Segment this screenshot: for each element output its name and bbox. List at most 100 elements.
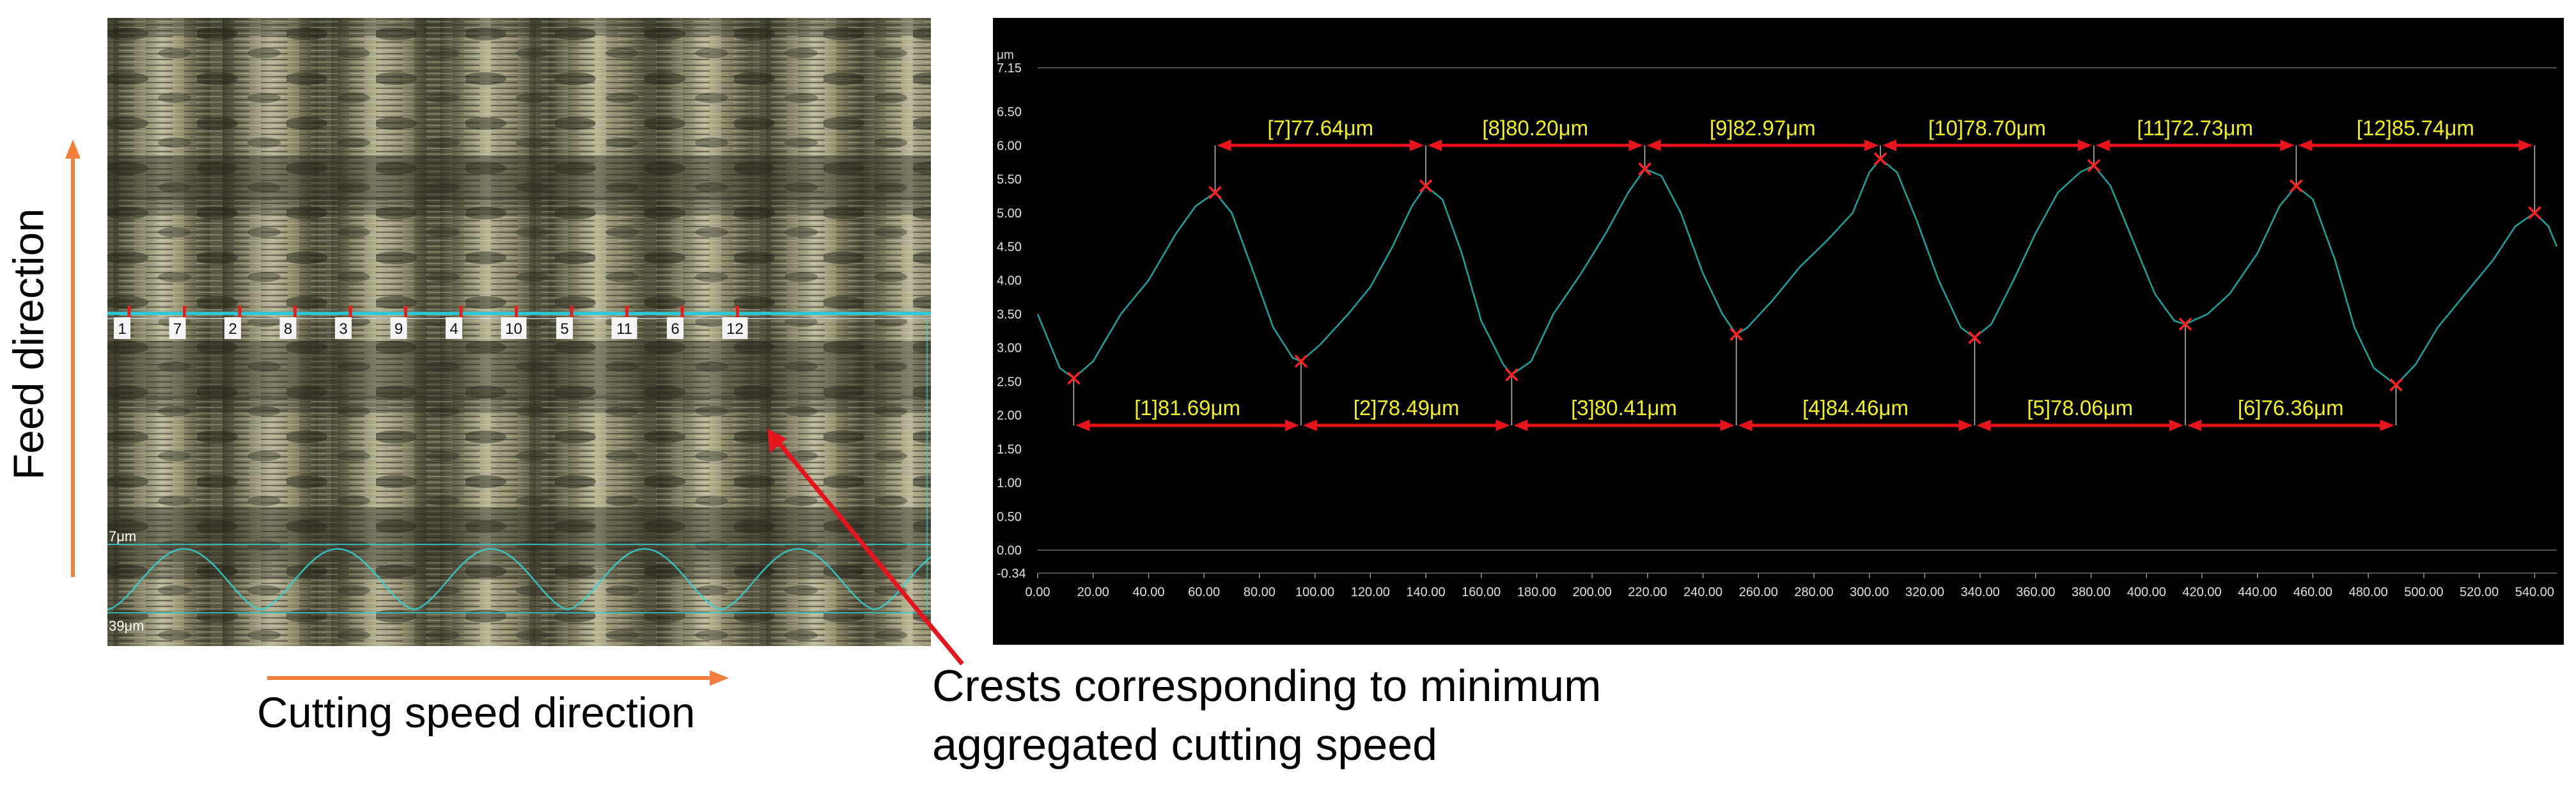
crest-annotation: Crests corresponding to minimum aggregat… [932, 656, 1601, 774]
x-tick-label: 200.00 [1573, 585, 1612, 599]
measurement-arrow: [1]81.69μm [1075, 396, 1299, 432]
y-tick-label: 5.50 [997, 173, 1022, 187]
crest-marker [1419, 179, 1433, 193]
marker-number: 11 [616, 320, 632, 338]
marker-number: 4 [449, 320, 458, 338]
valley-marker [1067, 371, 1081, 385]
crest-annotation-line1: Crests corresponding to minimum [932, 661, 1602, 711]
y-unit-label: μm [997, 49, 1014, 62]
valley-marker [2178, 317, 2192, 331]
inset-unit-bottom: 39μm [109, 618, 144, 634]
measurement-arrow: [12]85.74μm [2298, 116, 2533, 152]
measurement-label: [8]80.20μm [1482, 116, 1588, 139]
y-tick-label: 1.00 [997, 477, 1022, 491]
inset-unit-top: 7μm [109, 528, 136, 544]
x-tick-label: 120.00 [1351, 585, 1390, 599]
marker-label-box [169, 317, 186, 339]
x-tick-label: 520.00 [2460, 585, 2499, 599]
crest-marker [2528, 206, 2541, 220]
measurement-arrow: [7]77.64μm [1217, 116, 1425, 152]
x-tick-label: 380.00 [2072, 585, 2111, 599]
y-tick-label: 0.50 [997, 510, 1022, 524]
measurement-label: [1]81.69μm [1134, 396, 1240, 420]
marker-label-box [224, 317, 241, 339]
marker-number: 7 [173, 320, 182, 338]
y-tick-label: 4.50 [997, 241, 1022, 255]
marker-number-labels: 1 7 2 8 3 9 4 10 5 11 6 12 [114, 317, 748, 339]
marker-label-box [390, 317, 407, 339]
marker-label-box [722, 317, 748, 339]
valley-marker [1505, 368, 1518, 382]
x-tick-label: 100.00 [1295, 585, 1334, 599]
measurement-arrow: [6]76.36μm [2187, 396, 2394, 432]
valley-marker [1968, 331, 1981, 345]
x-tick-label: 440.00 [2238, 585, 2277, 599]
measurement-arrow: [9]82.97μm [1646, 116, 1879, 152]
micrograph-image: 1 7 2 8 3 9 4 10 5 11 6 12 7μm 39μm [107, 18, 931, 646]
x-tick-label: 260.00 [1739, 585, 1778, 599]
measurement-arrow: [10]78.70μm [1882, 116, 2092, 152]
measurement-label: [5]78.06μm [2027, 396, 2133, 420]
x-tick-label: 540.00 [2515, 585, 2554, 599]
measurement-arrow: [2]78.49μm [1302, 396, 1510, 432]
marker-number: 12 [726, 320, 744, 338]
measurement-label: [3]80.41μm [1571, 396, 1677, 420]
marker-number: 9 [394, 320, 403, 338]
marker-label-box [667, 317, 683, 339]
valley-marker [2389, 378, 2403, 391]
cutting-speed-direction-label: Cutting speed direction [257, 689, 696, 737]
valley-marker [1294, 354, 1308, 368]
y-tick-label: 7.15 [997, 61, 1022, 75]
feed-direction-arrow [65, 139, 81, 577]
x-tick-label: 0.00 [1026, 585, 1050, 599]
feed-direction-label: Feed direction [4, 208, 53, 480]
x-tick-label: 360.00 [2016, 585, 2055, 599]
x-tick-label: 20.00 [1077, 585, 1109, 599]
crest-annotation-line2: aggregated cutting speed [932, 720, 1438, 769]
marker-label-box [335, 317, 352, 339]
y-tick-label: 5.00 [997, 207, 1022, 221]
measurement-label: [2]78.49μm [1354, 396, 1460, 420]
marker-label-box [556, 317, 573, 339]
measurement-label: [7]77.64μm [1267, 116, 1373, 139]
marker-number: 2 [228, 320, 237, 338]
x-tick-label: 420.00 [2182, 585, 2221, 599]
x-tick-label: 220.00 [1628, 585, 1667, 599]
measurement-label: [11]72.73μm [2137, 116, 2253, 139]
y-tick-label: 0.00 [997, 544, 1022, 558]
x-tick-label: 400.00 [2127, 585, 2166, 599]
crest-marker [2290, 179, 2303, 193]
cutting-speed-arrow [267, 670, 729, 686]
marker-label-box [446, 317, 462, 339]
measurement-arrow: [11]72.73μm [2095, 116, 2295, 152]
x-tick-label: 80.00 [1244, 585, 1276, 599]
marker-number: 8 [284, 320, 292, 338]
measurement-arrow: [4]84.46μm [1738, 396, 1973, 432]
marker-label-box [611, 317, 637, 339]
measurement-arrow: [5]78.06μm [1976, 396, 2184, 432]
marker-label-box [501, 317, 527, 339]
measurement-arrow: [3]80.41μm [1513, 396, 1735, 432]
marker-label-box [114, 317, 130, 339]
y-tick-label: 1.50 [997, 443, 1022, 457]
marker-number: 10 [505, 320, 522, 338]
x-tick-label: 60.00 [1188, 585, 1220, 599]
x-tick-label: 180.00 [1517, 585, 1556, 599]
x-tick-label: 160.00 [1462, 585, 1501, 599]
marker-number: 5 [560, 320, 568, 338]
y-tick-label: 2.00 [997, 409, 1022, 423]
y-tick-label: 4.00 [997, 274, 1022, 288]
x-tick-label: 140.00 [1406, 585, 1445, 599]
y-tick-label: 3.50 [997, 308, 1022, 322]
x-tick-label: 280.00 [1794, 585, 1833, 599]
profile-chart-panel: 7.15 6.50 6.00 5.50 5.00 4.50 4.00 3.50 3.00 2.50… [993, 18, 2564, 645]
measurement-label: [10]78.70μm [1928, 116, 2046, 139]
x-tick-label: 40.00 [1132, 585, 1164, 599]
crest-marker [1208, 185, 1222, 200]
measurement-label: [9]82.97μm [1710, 116, 1816, 139]
marker-number: 3 [339, 320, 347, 338]
x-tick-label: 340.00 [1961, 585, 2000, 599]
x-tick-label: 300.00 [1850, 585, 1889, 599]
y-tick-label: 6.00 [997, 139, 1022, 153]
crest-marker [2087, 159, 2101, 173]
